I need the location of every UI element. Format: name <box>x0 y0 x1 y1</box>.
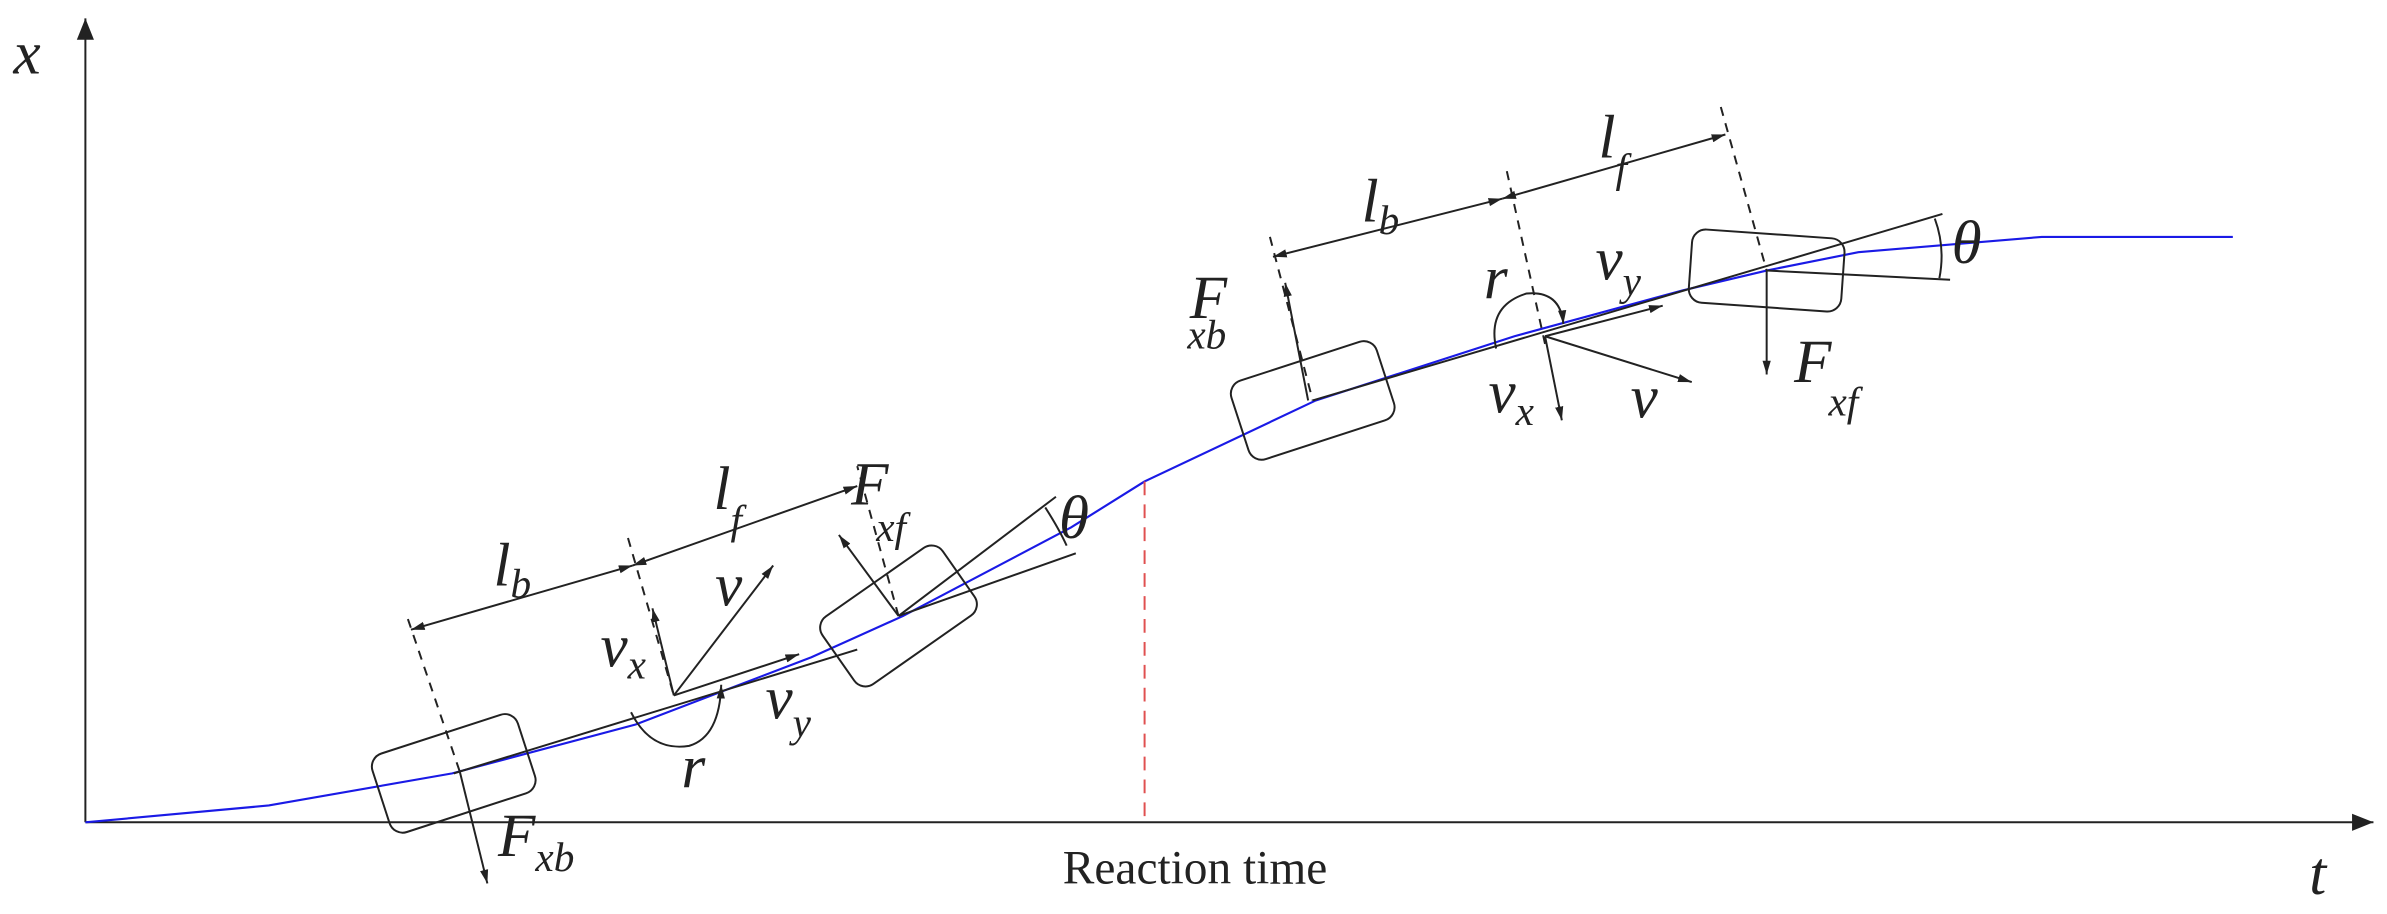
l-b-label: lb <box>1362 169 1400 243</box>
symbol-part: l <box>1599 104 1616 171</box>
front-body <box>1687 228 1846 313</box>
trajectory <box>85 235 2233 824</box>
symbol-part: F <box>1189 265 1228 332</box>
symbol-part: v <box>766 665 794 732</box>
theta-label: θ <box>1952 210 1982 277</box>
symbol-part: x <box>627 642 646 688</box>
l-f-label: lf <box>1599 104 1633 190</box>
theta-label: θ <box>1059 485 1089 552</box>
symbol-part: xb <box>534 834 574 880</box>
symbol-part: l <box>1362 169 1379 236</box>
symbol-part: F <box>1793 329 1832 396</box>
symbol-part: y <box>789 700 812 746</box>
r-label: r <box>1484 245 1508 312</box>
f-xb-label: Fxb <box>497 803 574 880</box>
symbol-part: l <box>714 456 731 523</box>
symbol-part: f <box>731 496 748 542</box>
symbol-part: f <box>1616 145 1633 191</box>
symbol-part: b <box>1379 197 1400 243</box>
v-label: v <box>715 552 743 619</box>
symbol-part: xf <box>875 504 911 550</box>
symbol-part: y <box>1619 258 1642 304</box>
symbol-part: v <box>1488 360 1516 427</box>
v-label: v <box>1631 364 1659 431</box>
x-axis-label: x <box>13 20 41 87</box>
r-label: r <box>681 734 705 801</box>
v-y-label: vy <box>766 665 812 745</box>
v-x-label: vx <box>1488 360 1533 434</box>
symbol-part: F <box>497 803 536 870</box>
symbol-part: x <box>1515 388 1534 434</box>
v-y-label: vy <box>1595 227 1641 304</box>
l-b-label: lb <box>493 532 531 606</box>
symbol-part: F <box>850 451 889 518</box>
v-x-label: vx <box>600 613 645 687</box>
t-axis-label: t <box>2309 841 2328 908</box>
reaction-label: Reaction time <box>1063 842 1327 894</box>
symbol-part: xf <box>1827 379 1863 425</box>
symbol-part: v <box>600 613 628 680</box>
symbol-part: l <box>493 532 510 599</box>
symbol-part: b <box>510 561 531 607</box>
l-f-label: lf <box>714 456 748 542</box>
rear-body <box>370 713 537 834</box>
symbol-part: v <box>1595 227 1623 294</box>
symbol-part: xb <box>1186 311 1226 357</box>
